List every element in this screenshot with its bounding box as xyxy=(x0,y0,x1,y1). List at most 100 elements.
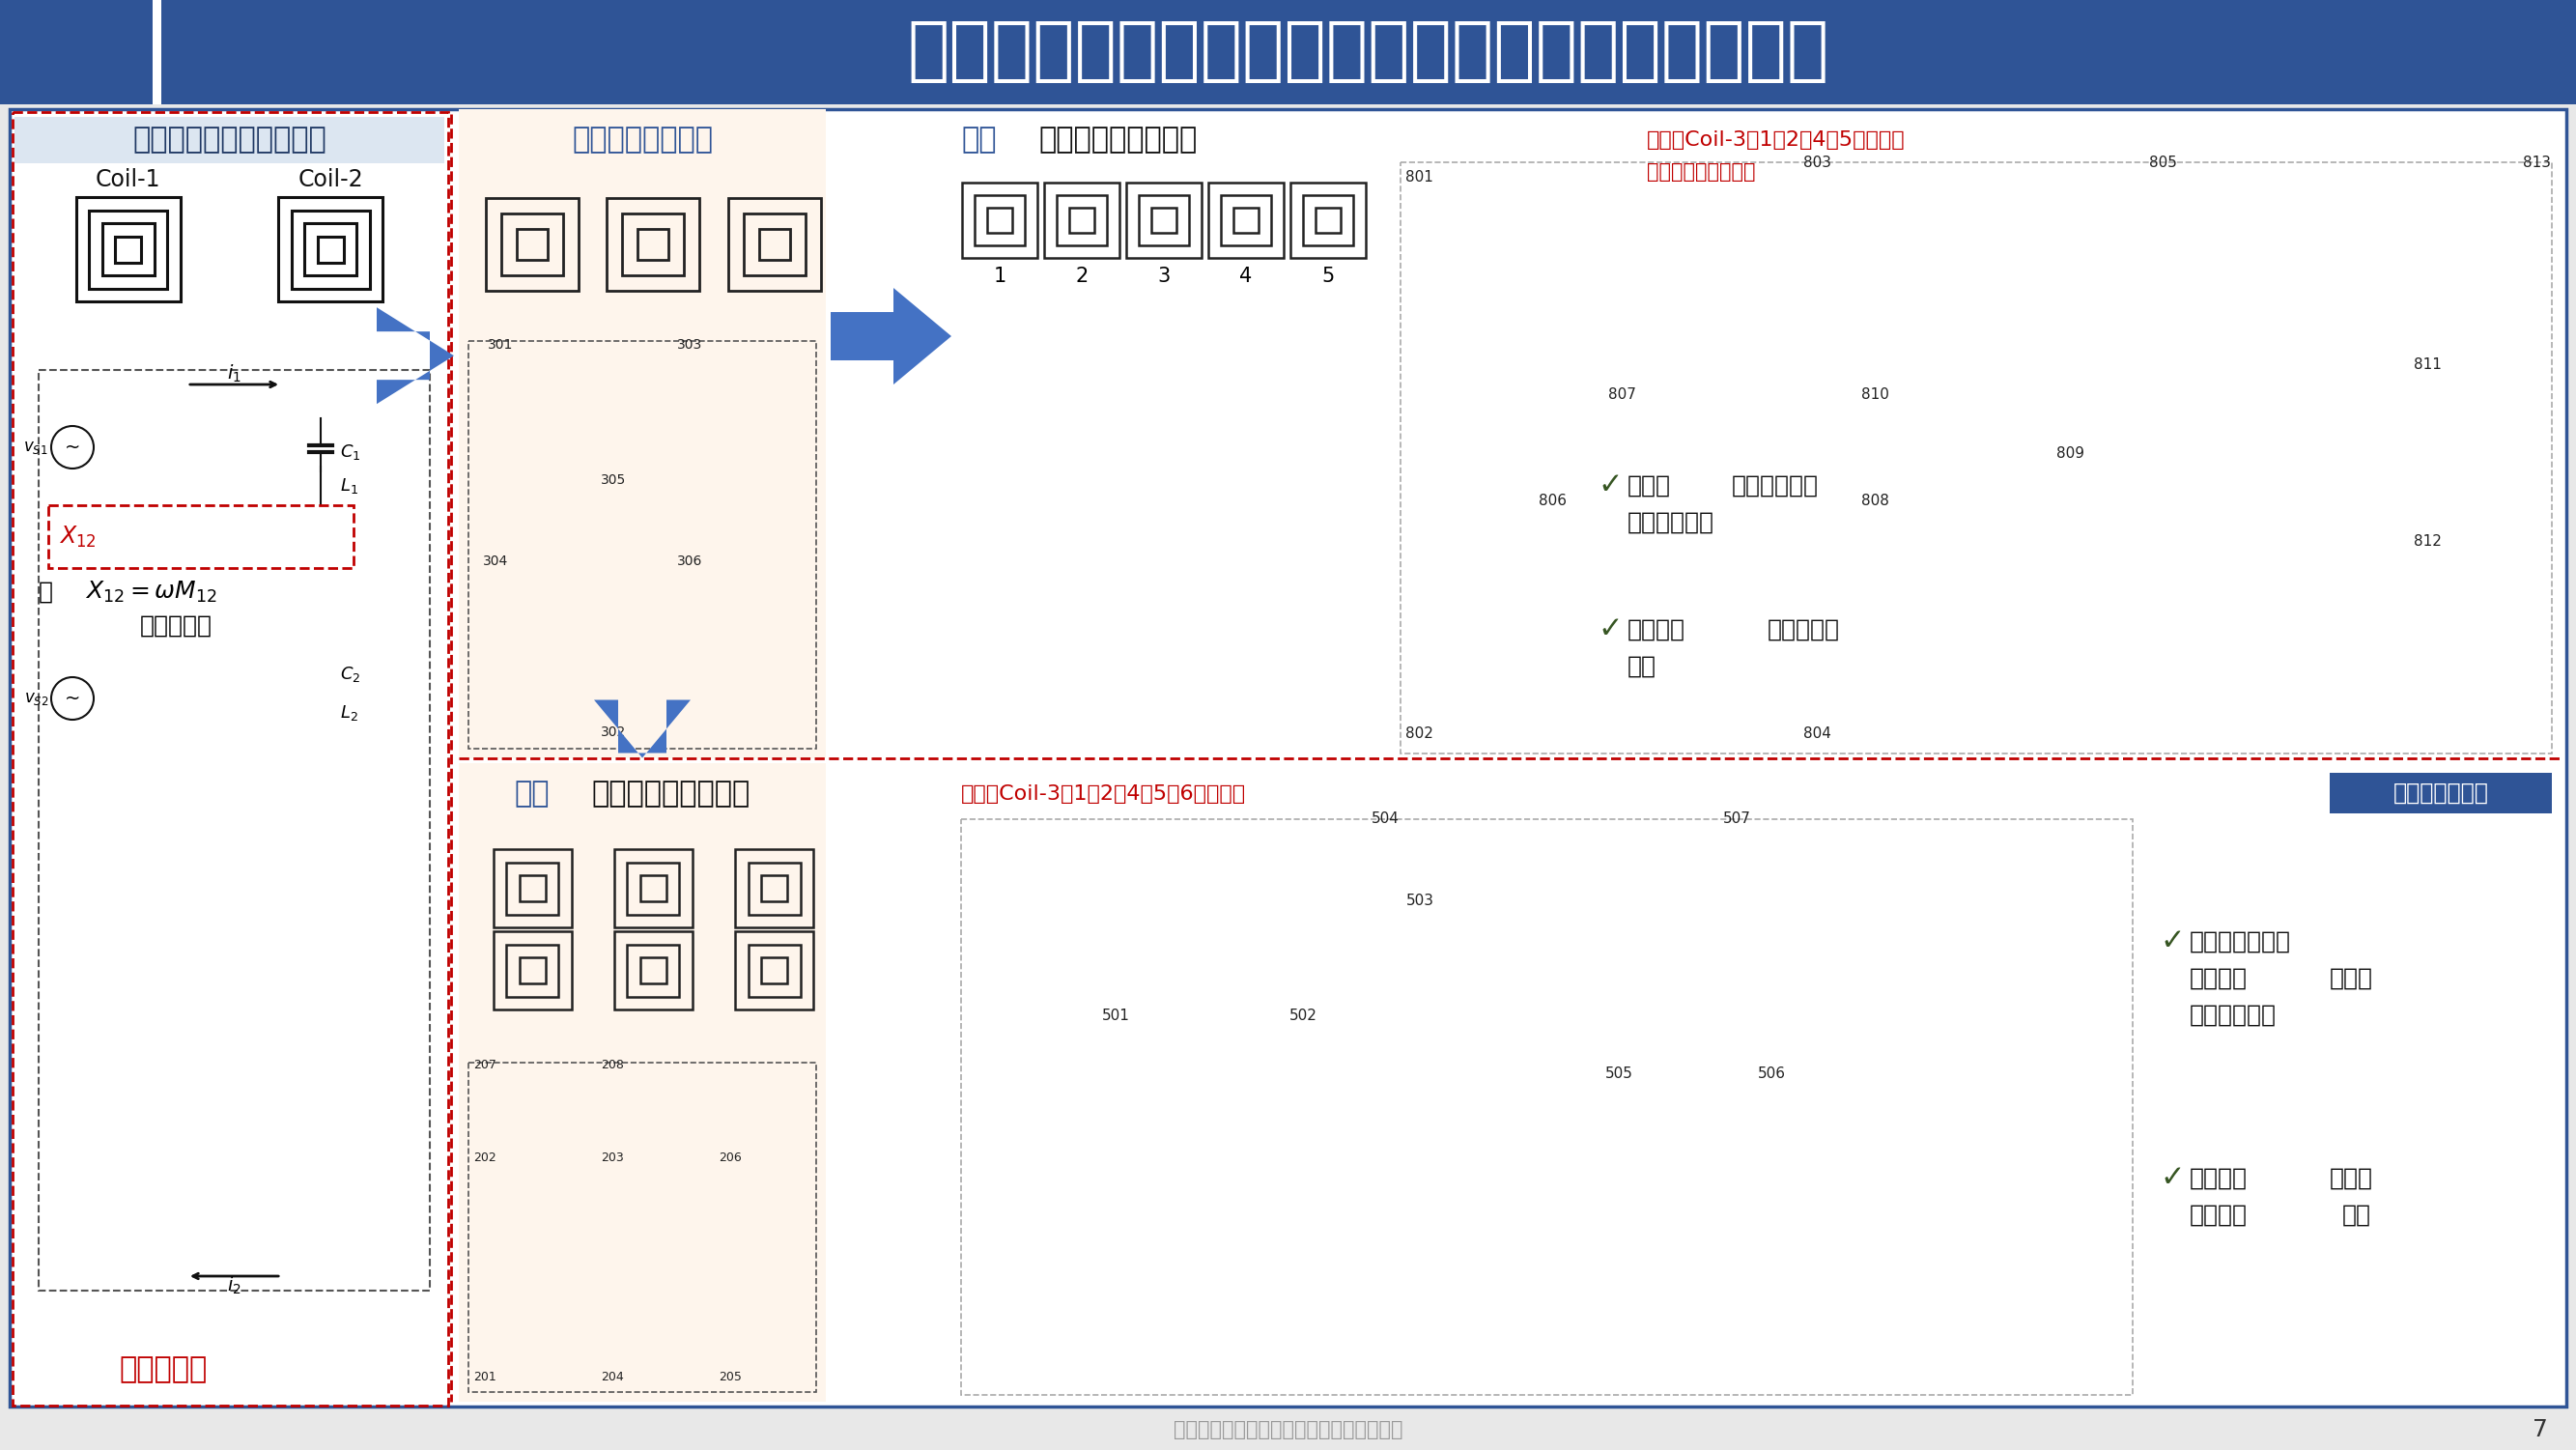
Bar xyxy=(505,863,559,915)
Bar xyxy=(762,957,788,983)
Bar xyxy=(1208,183,1283,258)
Text: 单排任意个: 单排任意个 xyxy=(1767,618,1839,641)
Bar xyxy=(502,213,564,276)
Text: 201: 201 xyxy=(474,1370,497,1383)
Text: 1: 1 xyxy=(994,267,1007,286)
Text: 810: 810 xyxy=(1860,387,1888,402)
Text: 501: 501 xyxy=(1103,1009,1128,1024)
Bar xyxy=(1139,196,1190,245)
Text: ~: ~ xyxy=(64,689,80,708)
Text: 206: 206 xyxy=(719,1151,742,1164)
Text: 共支路解同边两线圈耦合: 共支路解同边两线圈耦合 xyxy=(131,126,327,154)
Text: $X_{12} = \omega M_{12}$: $X_{12} = \omega M_{12}$ xyxy=(85,580,216,605)
Text: 难点：Coil-3与1、2、4、5同时解耦: 难点：Coil-3与1、2、4、5同时解耦 xyxy=(1646,130,1906,149)
Text: 双排任: 双排任 xyxy=(2329,1166,2372,1189)
Text: 802: 802 xyxy=(1406,726,1432,741)
Bar xyxy=(469,341,817,748)
Bar xyxy=(639,229,670,260)
Bar xyxy=(1316,207,1340,233)
Text: 可扩展到: 可扩展到 xyxy=(1628,618,1685,641)
Text: 203: 203 xyxy=(600,1151,623,1164)
Bar xyxy=(1056,196,1108,245)
Text: 208: 208 xyxy=(600,1058,623,1072)
Text: $L_2$: $L_2$ xyxy=(340,703,358,722)
Bar xyxy=(762,876,788,902)
Text: 7: 7 xyxy=(2532,1418,2548,1441)
Text: 507: 507 xyxy=(1723,812,1752,826)
Polygon shape xyxy=(829,289,951,384)
Text: 505: 505 xyxy=(1605,1066,1633,1080)
Bar xyxy=(1303,196,1352,245)
Bar xyxy=(459,763,827,1402)
Text: $L_1$: $L_1$ xyxy=(340,476,358,496)
Bar xyxy=(1234,207,1260,233)
Text: 意相邻两线圈: 意相邻两线圈 xyxy=(2190,1003,2277,1027)
Text: 充分利用结构的: 充分利用结构的 xyxy=(2190,929,2290,953)
Text: 504: 504 xyxy=(1370,812,1399,826)
Text: 502: 502 xyxy=(1288,1009,1316,1024)
Text: 202: 202 xyxy=(474,1151,497,1164)
Text: ✓: ✓ xyxy=(1597,471,1623,499)
Bar xyxy=(760,229,791,260)
Bar xyxy=(10,109,2566,1406)
Text: 205: 205 xyxy=(719,1370,742,1383)
Text: 807: 807 xyxy=(1607,387,1636,402)
Text: 研究进展一：提出基于共支路的同边线圈解耦电路: 研究进展一：提出基于共支路的同边线圈解耦电路 xyxy=(907,19,1829,86)
Text: $i_1$: $i_1$ xyxy=(227,362,242,384)
Text: 303: 303 xyxy=(677,338,703,352)
Bar xyxy=(518,229,549,260)
Text: Coil-2: Coil-2 xyxy=(299,168,363,191)
Text: 803: 803 xyxy=(1803,155,1832,170)
Bar xyxy=(492,850,572,928)
Text: $X_{12}$: $X_{12}$ xyxy=(59,523,95,550)
Text: 503: 503 xyxy=(1406,893,1435,908)
Bar xyxy=(492,931,572,1009)
Bar xyxy=(613,850,693,928)
Bar xyxy=(2329,773,2553,813)
Text: ✓: ✓ xyxy=(1597,616,1623,644)
Text: 5: 5 xyxy=(1321,267,1334,286)
Bar xyxy=(729,199,822,291)
Text: 四、六和更多线圈？: 四、六和更多线圈？ xyxy=(590,780,750,808)
Text: C
E S: C E S xyxy=(2488,45,2509,71)
Text: 306: 306 xyxy=(677,554,703,568)
Bar xyxy=(505,944,559,996)
Bar xyxy=(469,1063,817,1392)
Polygon shape xyxy=(595,700,690,758)
Text: 809: 809 xyxy=(2056,447,2084,461)
Bar xyxy=(1151,207,1177,233)
Text: $v_{S1}$: $v_{S1}$ xyxy=(23,438,49,455)
Text: 1920: 1920 xyxy=(62,57,93,70)
Bar xyxy=(317,236,343,262)
Text: 已授权发明专利: 已授权发明专利 xyxy=(2393,782,2488,805)
Bar xyxy=(1221,196,1270,245)
Bar xyxy=(744,213,806,276)
Text: 对称性，: 对称性， xyxy=(2190,967,2246,990)
Text: 双排: 双排 xyxy=(513,780,549,808)
Bar xyxy=(487,199,580,291)
Text: Coil-1: Coil-1 xyxy=(95,168,160,191)
Text: 中国电工技术学会《电气技术》杂志社发布: 中国电工技术学会《电气技术》杂志社发布 xyxy=(1172,1420,1404,1440)
Text: 811: 811 xyxy=(2414,358,2442,373)
Text: ✓: ✓ xyxy=(2161,1164,2184,1192)
Bar xyxy=(291,210,368,289)
Bar xyxy=(1401,162,2553,753)
Bar xyxy=(103,223,155,276)
Text: 相隔一个线圈: 相隔一个线圈 xyxy=(1731,474,1819,497)
Text: 305: 305 xyxy=(600,473,626,486)
Text: 813: 813 xyxy=(2522,155,2550,170)
Bar xyxy=(734,850,814,928)
Bar xyxy=(304,223,355,276)
Bar xyxy=(623,213,685,276)
Text: 304: 304 xyxy=(482,554,507,568)
Bar xyxy=(1069,207,1095,233)
Bar xyxy=(641,957,667,983)
Bar xyxy=(613,931,693,1009)
Text: $i_2$: $i_2$ xyxy=(227,1275,242,1296)
Bar xyxy=(520,957,546,983)
Bar xyxy=(116,236,142,262)
Bar xyxy=(626,944,680,996)
Bar xyxy=(49,505,353,568)
Text: 两线圈解耦: 两线圈解耦 xyxy=(139,615,211,638)
Text: 任意位置的三线圈: 任意位置的三线圈 xyxy=(572,126,714,154)
